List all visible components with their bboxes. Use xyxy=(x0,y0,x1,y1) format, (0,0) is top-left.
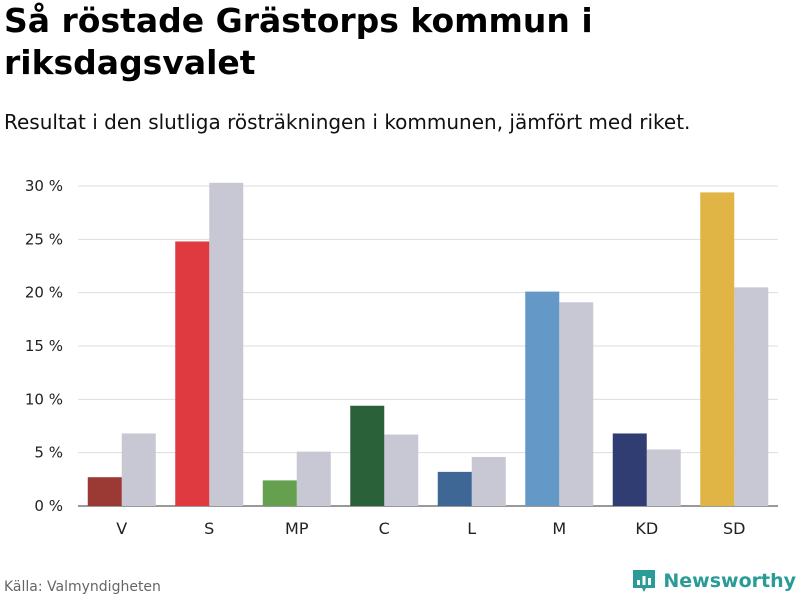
bar-kommun xyxy=(612,433,647,506)
bar-riket xyxy=(384,434,419,506)
bar-kommun xyxy=(700,192,735,506)
bar-riket xyxy=(296,451,331,506)
y-tick-label: 30 % xyxy=(25,177,63,195)
bar-riket xyxy=(209,182,244,507)
bar-riket xyxy=(121,433,156,506)
bar-kommun xyxy=(262,480,297,506)
bar-kommun xyxy=(437,471,472,506)
x-tick-label: C xyxy=(379,519,390,538)
x-tick-label: KD xyxy=(635,519,658,538)
bar-kommun xyxy=(350,405,385,506)
y-tick-label: 25 % xyxy=(25,230,63,248)
x-tick-label: SD xyxy=(723,519,745,538)
bar-kommun xyxy=(175,241,210,506)
chart-subtitle: Resultat i den slutliga rösträkningen i … xyxy=(4,110,691,134)
brand-logo: Newsworthy xyxy=(631,568,796,594)
bar-kommun xyxy=(525,291,560,506)
bar-riket xyxy=(646,449,681,506)
x-tick-label: MP xyxy=(285,519,309,538)
bar-riket xyxy=(559,302,594,506)
source-note: Källa: Valmyndigheten xyxy=(4,579,161,595)
y-tick-label: 10 % xyxy=(25,390,63,408)
y-tick-label: 5 % xyxy=(34,444,63,462)
bar-riket xyxy=(471,456,506,506)
y-tick-label: 0 % xyxy=(34,497,63,515)
x-tick-label: V xyxy=(116,519,127,538)
y-tick-label: 20 % xyxy=(25,284,63,302)
x-tick-label: S xyxy=(204,519,214,538)
chart-title: Så röstade Grästorps kommun i riksdagsva… xyxy=(4,1,593,82)
y-tick-label: 15 % xyxy=(25,337,63,355)
bar-riket xyxy=(734,287,769,506)
bar-kommun xyxy=(87,477,122,506)
brand-name: Newsworthy xyxy=(663,570,796,592)
x-tick-label: L xyxy=(467,519,476,538)
x-tick-label: M xyxy=(552,519,566,538)
newsworthy-logo-icon xyxy=(633,570,656,592)
